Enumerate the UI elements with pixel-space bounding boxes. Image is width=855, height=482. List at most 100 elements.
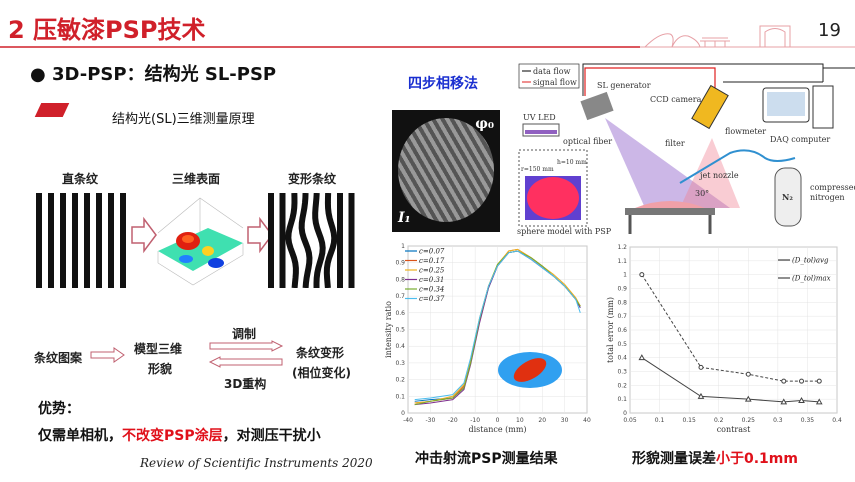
x-axis-label: distance (mm): [468, 425, 526, 434]
projection-beam: [605, 118, 730, 208]
x-tick-label: 40: [583, 417, 591, 424]
advantage-part1: 仅需单相机，: [38, 428, 122, 444]
uv-led-label: UV LED: [523, 113, 556, 122]
advantage-heading: 优势：: [38, 401, 80, 417]
x-tick-label: 0.15: [682, 417, 696, 424]
label-deformed-fringe: 变形条纹: [288, 172, 337, 186]
sphere-image: [527, 177, 579, 219]
y-tick-label: 0.5: [617, 341, 627, 348]
flow-phase-change: (相位变化): [292, 366, 351, 380]
sl-generator-label: SL generator: [597, 81, 651, 90]
legend-label: (D_tol)max: [792, 275, 831, 283]
data-point: [780, 398, 788, 405]
fringe-stripe: [285, 193, 299, 288]
flow-3d-reconstruct: 3D重构: [224, 377, 267, 391]
y-tick-label: 0.2: [617, 382, 627, 389]
caption-error-part1: 形貌测量误差: [632, 451, 716, 467]
arrow-right-icon: [131, 216, 157, 254]
x-tick-label: 0.05: [623, 417, 637, 424]
jet-nozzle-label: jet nozzle: [699, 171, 739, 180]
data-point: [698, 364, 704, 370]
data-point: [744, 395, 752, 402]
label-3d-surface: 三维表面: [172, 172, 221, 186]
fringe-stripe: [298, 193, 313, 288]
y-tick-label: 1.1: [617, 258, 627, 265]
series-line: [641, 274, 820, 382]
experimental-schematic: data flow signal flow SL generator CCD c…: [517, 63, 855, 236]
section-label: 结构光(SL)三维测量原理: [112, 112, 255, 127]
ccd-camera-label: CCD camera: [650, 95, 702, 104]
y-axis-label: intensity ratio: [385, 301, 393, 358]
sphere-label: sphere model with PSP: [517, 227, 612, 236]
phi-label: φ₀: [475, 116, 494, 132]
data-point: [745, 371, 751, 377]
bullet-heading: ● 3D-PSP：结构光 SL-PSP: [30, 64, 277, 85]
y-tick-label: 0.7: [395, 293, 405, 300]
advantage-part2: 不改变PSP涂层: [122, 428, 223, 444]
nitrogen-tank-icon: [774, 167, 802, 227]
y-tick-label: 0.4: [617, 355, 627, 362]
angle-label: 30°: [695, 189, 709, 198]
y-tick-label: 0.9: [395, 260, 405, 267]
x-tick-label: 0.25: [742, 417, 756, 424]
fringe-disk: [398, 118, 494, 222]
series-line: [414, 250, 581, 401]
caption-error-part2: 小于0.1mm: [716, 451, 798, 467]
flow-model-shape-2: 形貌: [148, 362, 173, 376]
h-label: h=10 mm: [557, 159, 587, 166]
data-point: [639, 272, 645, 278]
page-number: 19: [818, 20, 841, 41]
flow-fringe-deform: 条纹变形: [296, 346, 345, 360]
section-marker-icon: [34, 103, 70, 117]
3d-surface-image: [157, 197, 244, 286]
x-tick-label: 0: [496, 417, 500, 424]
arrow-right-icon: [247, 216, 273, 254]
y-tick-label: 0.1: [395, 393, 405, 400]
x-tick-label: 0.2: [714, 417, 724, 424]
daq-tower-icon: [812, 85, 834, 129]
y-tick-label: 1: [401, 243, 405, 250]
x-tick-label: 10: [516, 417, 524, 424]
x-tick-label: 0.35: [801, 417, 815, 424]
legend-label: c=0.07: [419, 248, 445, 256]
method-title: 四步相移法: [408, 76, 478, 92]
straight-fringe-image: [36, 193, 128, 288]
y-tick-label: 1.2: [617, 244, 627, 251]
legend-data-flow: data flow: [533, 67, 571, 76]
legend-label: c=0.31: [419, 276, 444, 284]
x-tick-label: 0.1: [655, 417, 665, 424]
y-tick-label: 0.6: [395, 310, 405, 317]
n2-label: N₂: [782, 192, 793, 202]
series-line: [414, 248, 581, 404]
uv-led-icon: [525, 130, 557, 134]
x-tick-label: -20: [448, 417, 458, 424]
data-line: [582, 63, 855, 96]
data-point: [799, 378, 805, 384]
y-tick-label: 0: [623, 410, 627, 417]
x-tick-label: 20: [538, 417, 546, 424]
total-error-chart: 0.05 0.1 0.15 0.2 0.25 0.3 0.35 0.4 0 0.1 0.2 0.3 0.…: [606, 244, 842, 434]
y-tick-label: 0.9: [617, 286, 627, 293]
y-tick-label: 0.4: [395, 343, 405, 350]
caption-error: 形貌测量误差小于0.1mm: [632, 448, 798, 468]
nitrogen-label-1: compressed: [810, 183, 855, 192]
legend-signal-flow: signal flow: [533, 78, 577, 87]
y-tick-label: 0.8: [617, 299, 627, 306]
y-tick-label: 0.3: [395, 360, 405, 367]
data-point: [781, 378, 787, 384]
data-point: [638, 354, 646, 361]
optical-fiber-label: optical fiber: [563, 137, 612, 146]
y-axis-label: total error (mm): [606, 297, 615, 363]
intensity-label: I₁: [398, 210, 411, 226]
flow-modulate: 调制: [232, 327, 257, 341]
y-tick-label: 0.2: [395, 377, 405, 384]
data-point: [816, 378, 822, 384]
phase-image: φ₀ I₁: [392, 110, 500, 232]
x-axis-label: contrast: [717, 425, 751, 434]
sphere-inset: [518, 149, 588, 227]
test-stand-icon: [625, 208, 715, 215]
x-tick-label: 0.4: [832, 417, 842, 424]
fringe-stripe: [323, 193, 338, 288]
legend-label: (D_tol)avg: [792, 257, 829, 265]
x-tick-label: -30: [425, 417, 435, 424]
